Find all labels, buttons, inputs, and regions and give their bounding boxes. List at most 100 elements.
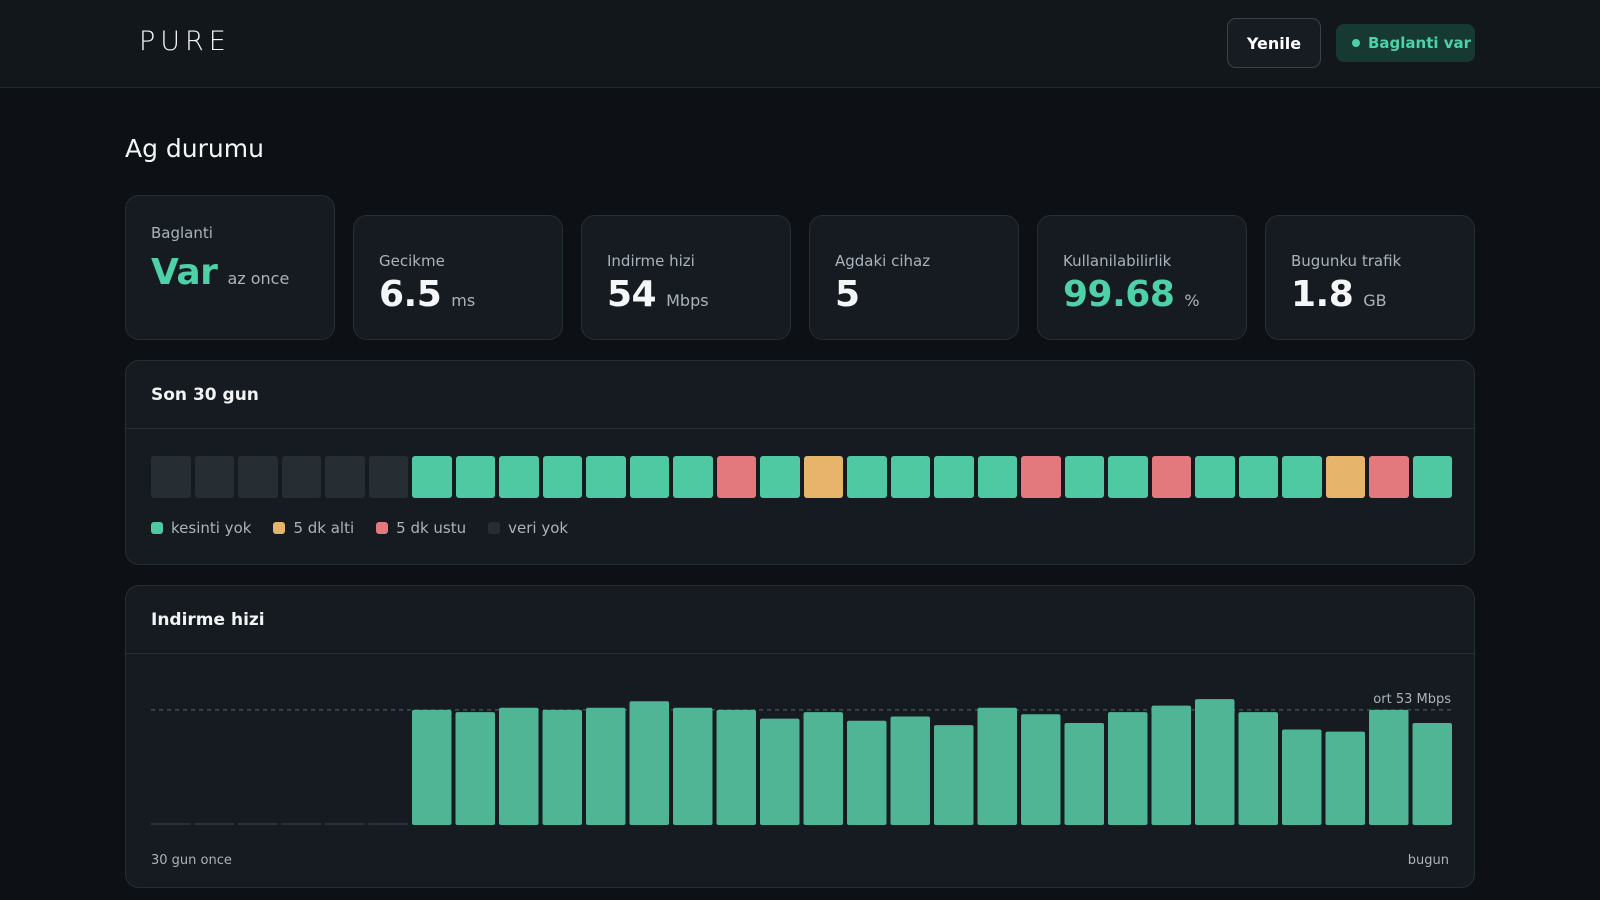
logo: PURE [139,26,231,57]
speed-bar-15 [760,718,800,825]
uptime-day-20 [977,456,1017,498]
speed-bar-14 [716,709,756,825]
speed-bar-21 [1021,714,1061,825]
speed-bar-27 [1282,729,1322,825]
stat-label: Gecikme [379,252,445,270]
speed-bar-30 [1412,722,1452,825]
speed-bar-26 [1238,712,1278,825]
speed-bar-16 [803,712,843,825]
speed-bar-17 [847,720,887,825]
legend-label: veri yok [508,519,569,537]
speed-bar-8 [455,712,495,825]
uptime-day-17 [847,456,887,498]
uptime-day-10 [542,456,582,498]
stat-unit: % [1184,291,1200,310]
speed-bar-29 [1369,709,1409,825]
speed-bar-chart: ort 53 Mbps [151,692,1452,825]
speed-bar-28 [1325,731,1365,825]
uptime-day-strip [151,456,1452,498]
uptime-day-13 [673,456,713,498]
uptime-day-1 [151,456,191,498]
speed-bar-13 [673,707,713,825]
speed-bar-12 [629,701,669,825]
speed-bar-4 [281,823,321,825]
uptime-day-2 [194,456,234,498]
speed-bar-11 [586,707,626,825]
legend-item-ok: kesinti yok [151,519,251,537]
connection-status-badge: Baglanti var [1336,24,1475,62]
x-axis-start-label: 30 gun once [151,853,232,868]
speed-bar-9 [499,707,539,825]
legend-item-none: veri yok [488,519,568,537]
uptime-legend: kesinti yok 5 dk alti 5 dk ustu veri yok [151,519,568,537]
legend-label: 5 dk ustu [396,519,467,537]
legend-item-long: 5 dk ustu [376,519,466,537]
uptime-day-5 [325,456,365,498]
stat-value: 54 [607,274,657,315]
speed-panel: Indirme hizi ort 53 Mbps 30 gun once bug… [125,585,1475,888]
speed-bar-2 [194,823,234,825]
uptime-day-15 [760,456,800,498]
speed-bar-18 [890,716,930,825]
legend-swatch [273,522,286,534]
page-title: Ag durumu [125,134,264,163]
legend-swatch [151,522,163,534]
stat-unit: GB [1363,291,1387,310]
uptime-day-16 [803,456,843,498]
uptime-day-8 [455,456,495,498]
uptime-day-23 [1108,456,1148,498]
stat-unit: az once [227,269,290,288]
uptime-day-22 [1064,456,1104,498]
uptime-day-14 [716,456,756,498]
stat-label: Agdaki cihaz [835,252,931,270]
stat-unit: ms [451,291,476,310]
uptime-day-4 [281,456,321,498]
speed-bar-6 [368,823,408,825]
stat-label: Bugunku trafik [1291,252,1402,270]
speed-bar-7 [412,709,452,825]
speed-bar-23 [1108,712,1148,825]
uptime-day-3 [238,456,278,498]
uptime-day-21 [1021,456,1061,498]
legend-label: kesinti yok [171,519,252,537]
uptime-day-18 [890,456,930,498]
stat-label: Indirme hizi [607,252,695,270]
stat-label: Kullanilabilirlik [1063,252,1172,270]
speed-bar-19 [934,725,974,825]
uptime-day-25 [1195,456,1235,498]
speed-bar-1 [151,823,191,825]
legend-swatch [376,522,389,534]
stat-value: 99.68 [1063,274,1175,315]
speed-bar-24 [1151,705,1191,825]
uptime-day-27 [1282,456,1322,498]
refresh-button[interactable]: Yenile [1227,18,1321,68]
speed-bar-10 [542,709,582,825]
speed-bar-3 [238,823,278,825]
uptime-day-26 [1238,456,1278,498]
panel-title: Indirme hizi [126,586,1474,654]
stat-value: 1.8 [1291,274,1354,315]
uptime-day-24 [1151,456,1191,498]
uptime-panel: Son 30 gun kesinti yok 5 dk alti 5 dk ustu… [125,360,1475,565]
uptime-day-29 [1369,456,1409,498]
stat-label: Baglanti [151,224,213,242]
average-label: ort 53 Mbps [1373,692,1451,707]
panel-title: Son 30 gun [126,361,1474,429]
stat-unit: Mbps [666,291,709,310]
stat-card-traffic: Bugunku trafik 1.8 GB [1265,215,1475,340]
uptime-day-30 [1412,456,1452,498]
stat-card-connection: Baglanti Var az once [125,195,335,340]
uptime-day-12 [629,456,669,498]
connection-status-label: Baglanti var [1368,34,1472,52]
speed-bar-22 [1064,722,1104,825]
speed-bar-20 [977,707,1017,825]
status-dot-icon [1352,39,1360,47]
uptime-day-7 [412,456,452,498]
stat-value: 6.5 [379,274,442,315]
legend-swatch [488,522,501,534]
uptime-day-19 [934,456,974,498]
speed-bar-25 [1195,699,1235,825]
stat-value: Var [151,252,218,293]
stat-card-download-speed: Indirme hizi 54 Mbps [581,215,791,340]
speed-bar-5 [325,823,365,825]
